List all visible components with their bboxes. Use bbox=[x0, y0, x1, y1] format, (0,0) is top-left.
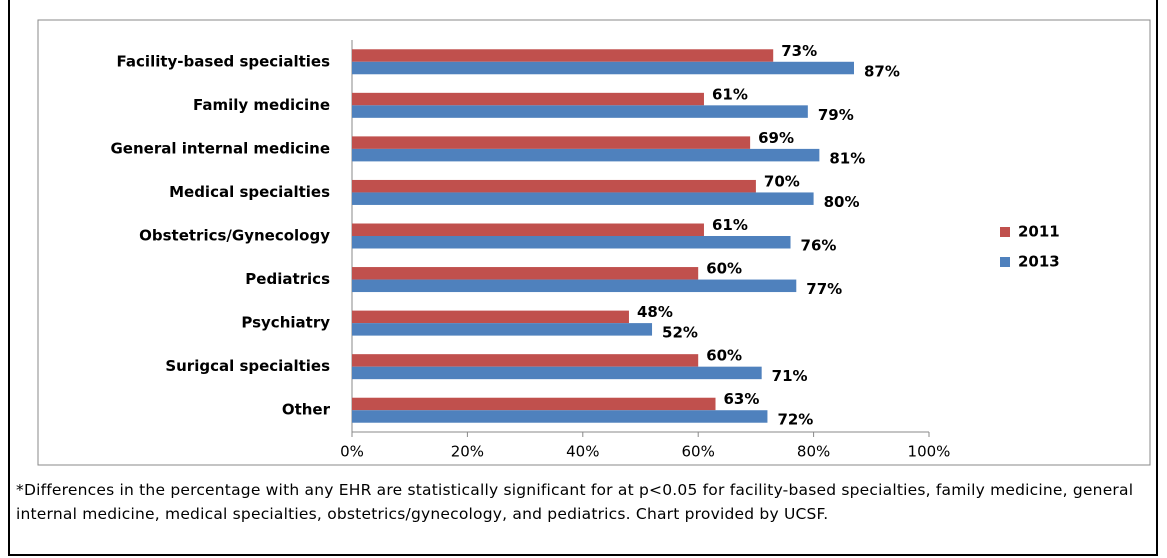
bar bbox=[352, 62, 854, 75]
value-label: 72% bbox=[777, 411, 813, 429]
value-label: 61% bbox=[712, 85, 748, 103]
bar bbox=[352, 49, 773, 62]
value-label: 87% bbox=[864, 62, 900, 80]
value-label: 52% bbox=[662, 324, 698, 342]
legend-swatch bbox=[1000, 257, 1010, 267]
value-label: 76% bbox=[801, 237, 837, 255]
x-tick-label: 60% bbox=[682, 443, 715, 461]
value-label: 63% bbox=[724, 390, 760, 408]
bar bbox=[352, 136, 750, 149]
bar bbox=[352, 192, 814, 205]
legend-label: 2013 bbox=[1018, 253, 1060, 271]
bar bbox=[352, 367, 762, 380]
value-label: 77% bbox=[806, 280, 842, 298]
value-label: 80% bbox=[824, 193, 860, 211]
footnote: *Differences in the percentage with any … bbox=[16, 478, 1156, 526]
value-label: 60% bbox=[706, 260, 742, 278]
y-tick-label: Family medicine bbox=[193, 96, 330, 114]
value-label: 81% bbox=[829, 149, 865, 167]
bar bbox=[352, 280, 796, 293]
bar bbox=[352, 93, 704, 106]
chart: 0% 20% 40% 60% 80% 100% Facility-based special… bbox=[0, 0, 1167, 470]
value-label: 71% bbox=[772, 367, 808, 385]
page: 0% 20% 40% 60% 80% 100% Facility-based special… bbox=[0, 0, 1167, 558]
value-label: 79% bbox=[818, 106, 854, 124]
bar bbox=[352, 180, 756, 193]
bar bbox=[352, 398, 716, 411]
y-tick-label: General internal medicine bbox=[110, 139, 330, 157]
y-tick-label: Surigcal specialties bbox=[165, 357, 330, 375]
value-label: 70% bbox=[764, 172, 800, 190]
x-tick-label: 100% bbox=[908, 443, 951, 461]
bar bbox=[352, 267, 698, 280]
x-tick-label: 40% bbox=[566, 443, 599, 461]
bar bbox=[352, 236, 791, 249]
bar bbox=[352, 105, 808, 118]
y-tick-label: Medical specialties bbox=[169, 183, 330, 201]
x-tick-label: 80% bbox=[797, 443, 830, 461]
y-tick-label: Obstetrics/Gynecology bbox=[139, 227, 330, 245]
bar bbox=[352, 354, 698, 367]
y-tick-label: Other bbox=[282, 401, 331, 419]
x-tick-label: 20% bbox=[451, 443, 484, 461]
legend-swatch bbox=[1000, 227, 1010, 237]
bar bbox=[352, 323, 652, 336]
value-label: 61% bbox=[712, 216, 748, 234]
y-tick-label: Facility-based specialties bbox=[117, 52, 331, 70]
value-label: 60% bbox=[706, 347, 742, 365]
bar bbox=[352, 224, 704, 237]
y-tick-label: Psychiatry bbox=[241, 314, 330, 332]
bar bbox=[352, 311, 629, 324]
y-tick-label: Pediatrics bbox=[245, 270, 330, 288]
bar bbox=[352, 149, 819, 162]
legend-label: 2011 bbox=[1018, 223, 1060, 241]
value-label: 73% bbox=[781, 42, 817, 60]
bar bbox=[352, 410, 767, 423]
x-tick-label: 0% bbox=[340, 443, 364, 461]
value-label: 69% bbox=[758, 129, 794, 147]
value-label: 48% bbox=[637, 303, 673, 321]
